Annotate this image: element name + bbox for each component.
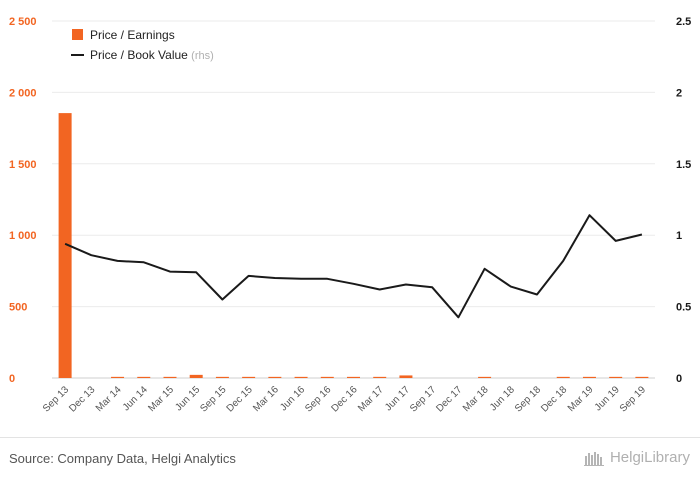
bar bbox=[635, 376, 649, 378]
x-axis-tick-label: Sep 15 bbox=[198, 384, 228, 414]
x-axis-tick-label: Jun 14 bbox=[121, 384, 150, 413]
right-axis-tick-label: 0 bbox=[676, 373, 682, 385]
x-axis-tick-label: Jun 16 bbox=[278, 384, 307, 413]
bar bbox=[268, 376, 282, 378]
x-axis-tick-label: Mar 19 bbox=[566, 384, 596, 414]
x-axis-tick-label: Jun 19 bbox=[593, 384, 622, 413]
x-axis-tick-label: Sep 19 bbox=[618, 384, 648, 414]
x-axis-tick-label: Mar 18 bbox=[461, 384, 491, 414]
x-axis-tick-label: Dec 15 bbox=[225, 384, 255, 414]
x-axis-tick-label: Sep 18 bbox=[513, 384, 543, 414]
x-axis-tick-label: Mar 16 bbox=[251, 384, 281, 414]
x-axis-tick-label: Dec 13 bbox=[67, 384, 97, 414]
bar bbox=[163, 376, 177, 378]
bar bbox=[609, 376, 623, 378]
left-axis-tick-label: 1 000 bbox=[9, 230, 37, 242]
bar bbox=[556, 376, 570, 378]
bar bbox=[111, 376, 125, 378]
x-axis-tick-label: Sep 13 bbox=[41, 384, 71, 414]
left-axis-tick-label: 0 bbox=[9, 373, 15, 385]
bar bbox=[399, 375, 413, 378]
bar bbox=[347, 376, 360, 378]
legend-series-name: Price / Book Value bbox=[90, 48, 191, 62]
bar bbox=[478, 376, 492, 378]
bar bbox=[373, 376, 387, 378]
right-axis-tick-label: 2 bbox=[676, 87, 682, 99]
line-series-price-book bbox=[64, 214, 643, 319]
bar bbox=[137, 376, 151, 378]
x-axis-tick-label: Dec 16 bbox=[329, 384, 359, 414]
right-axis-tick-label: 0.5 bbox=[676, 302, 691, 314]
x-axis-tick-label: Dec 17 bbox=[434, 384, 464, 414]
x-axis-tick-label: Sep 16 bbox=[303, 384, 333, 414]
legend-label-price-earnings: Price / Earnings bbox=[90, 28, 175, 42]
legend-rhs-note: (rhs) bbox=[191, 50, 214, 62]
left-axis-tick-label: 2 500 bbox=[9, 16, 37, 28]
chart-canvas: 0 500 1 000 1 500 2 000 2 500 0 0.5 1 1.5 2 2.5 Sep … bbox=[9, 16, 691, 415]
x-axis-tick-label: Jun 17 bbox=[383, 384, 412, 413]
x-axis-tick-label: Sep 17 bbox=[408, 384, 438, 414]
legend-label-price-book: Price / Book Value (rhs) bbox=[90, 48, 214, 62]
bar bbox=[242, 376, 256, 378]
bar bbox=[215, 376, 229, 378]
x-axis-tick-label: Mar 15 bbox=[146, 384, 176, 414]
x-axis-tick-label: Dec 18 bbox=[539, 384, 569, 414]
left-axis-tick-label: 2 000 bbox=[9, 87, 37, 99]
left-axis-tick-label: 1 500 bbox=[9, 159, 37, 171]
library-logo-icon bbox=[583, 451, 604, 466]
bar bbox=[320, 376, 334, 378]
brand-logo: HelgiLibrary bbox=[583, 449, 690, 466]
x-axis-tick-label: Jun 15 bbox=[173, 384, 202, 413]
bar bbox=[58, 113, 72, 378]
x-axis-tick-label: Mar 17 bbox=[356, 384, 386, 414]
left-axis-tick-label: 500 bbox=[9, 302, 27, 314]
brand-name: HelgiLibrary bbox=[609, 449, 690, 466]
footer-divider bbox=[0, 437, 700, 438]
x-axis-tick-label: Mar 14 bbox=[94, 384, 124, 414]
source-note: Source: Company Data, Helgi Analytics bbox=[9, 451, 236, 466]
bar bbox=[189, 374, 203, 378]
right-axis-tick-label: 2.5 bbox=[676, 16, 691, 28]
right-axis-tick-label: 1.5 bbox=[676, 159, 691, 171]
x-axis-tick-label: Jun 18 bbox=[488, 384, 517, 413]
right-axis-tick-label: 1 bbox=[676, 230, 682, 242]
bar bbox=[582, 376, 596, 378]
legend-swatch-price-earnings bbox=[72, 29, 83, 40]
bar bbox=[294, 376, 308, 378]
